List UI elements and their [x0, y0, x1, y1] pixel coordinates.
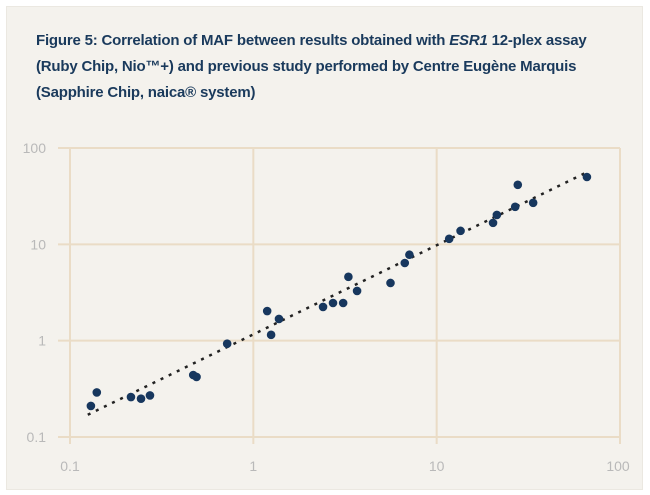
data-point [582, 172, 592, 182]
data-point [488, 218, 498, 228]
data-point [352, 286, 362, 296]
data-point [510, 202, 520, 212]
figure-title: Figure 5: Correlation of MAF between res… [36, 28, 616, 106]
data-point [192, 372, 201, 382]
data-point [456, 226, 465, 236]
data-point [444, 234, 454, 244]
x-tick-label: 0.1 [60, 458, 80, 474]
data-point [338, 298, 348, 308]
data-point [318, 302, 328, 312]
data-point [222, 339, 232, 349]
figure-card [6, 6, 643, 490]
trend-line [87, 171, 588, 416]
trend-line-group [87, 171, 588, 416]
y-tick-label: 1 [38, 333, 46, 349]
data-point [492, 210, 502, 220]
data-point [528, 198, 538, 208]
x-axis-ticks: 0.1 1 10 100 [60, 458, 630, 474]
data-point [328, 298, 338, 308]
y-tick-label: 100 [23, 140, 47, 156]
title-gene: ESR1 [449, 32, 488, 49]
y-tick-label: 0.1 [27, 429, 47, 445]
data-point [136, 394, 146, 403]
data-point [513, 180, 523, 190]
data-point [400, 258, 410, 268]
data-point [344, 272, 353, 282]
title-part2: 12-plex assay (Ruby Chip, Nio™+) and pre… [36, 32, 587, 101]
y-axis-ticks: 100 10 1 0.1 [23, 140, 47, 445]
x-tick-label: 10 [429, 458, 445, 474]
x-tick-label: 100 [606, 458, 630, 474]
grid-lines [58, 147, 621, 444]
data-points [86, 172, 592, 411]
data-point [405, 250, 414, 260]
data-point [266, 330, 276, 340]
data-point [126, 392, 136, 402]
data-point [262, 306, 272, 316]
data-point [86, 401, 96, 411]
data-point [274, 314, 284, 324]
title-part1: Figure 5: Correlation of MAF between res… [36, 32, 450, 49]
data-point [386, 278, 395, 288]
y-tick-label: 10 [30, 236, 46, 252]
x-tick-label: 1 [249, 458, 257, 474]
data-point [145, 391, 155, 400]
data-point [92, 388, 102, 397]
